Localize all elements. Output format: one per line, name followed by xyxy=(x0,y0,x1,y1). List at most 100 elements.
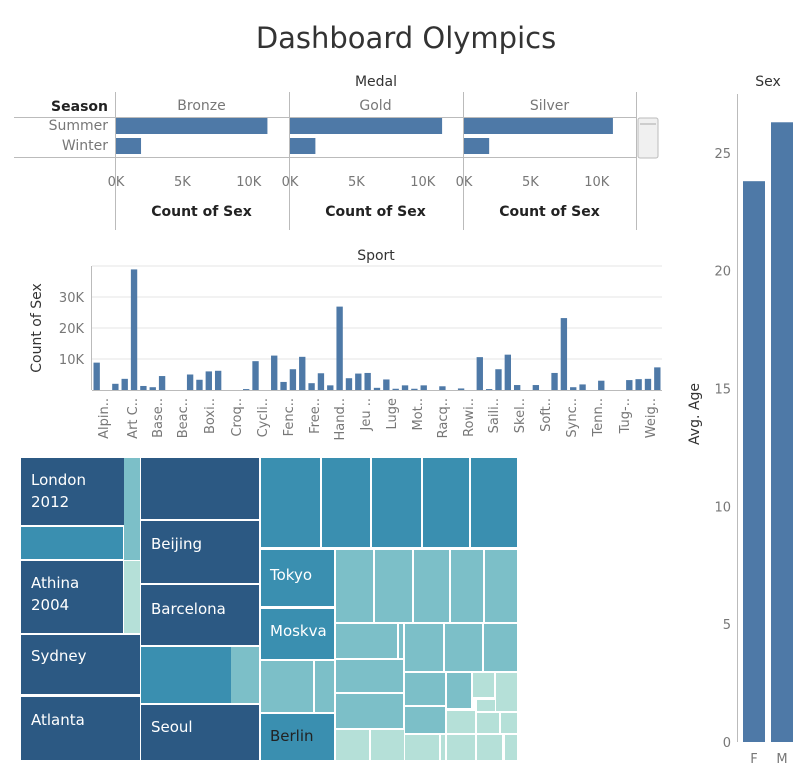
sport-bar[interactable] xyxy=(205,371,212,390)
treemap-cell[interactable] xyxy=(496,673,517,711)
treemap-cell[interactable] xyxy=(505,735,517,760)
treemap-cell[interactable] xyxy=(336,694,403,728)
treemap-cell[interactable] xyxy=(473,673,494,697)
treemap-cell[interactable] xyxy=(21,635,140,694)
sport-bar[interactable] xyxy=(411,388,418,390)
treemap-cell[interactable] xyxy=(423,458,469,547)
sport-bar[interactable] xyxy=(401,385,409,390)
sport-bar[interactable] xyxy=(252,361,259,390)
sport-bar[interactable] xyxy=(598,380,605,390)
treemap-cell[interactable] xyxy=(124,619,140,633)
treemap-cell[interactable] xyxy=(336,550,373,622)
treemap-cell[interactable] xyxy=(405,673,445,705)
sport-bar[interactable] xyxy=(560,318,568,390)
treemap-cell[interactable] xyxy=(447,673,471,708)
sport-bar[interactable] xyxy=(383,379,390,390)
sport-bar[interactable] xyxy=(364,372,371,390)
sport-bar[interactable] xyxy=(570,387,577,390)
sport-bar[interactable] xyxy=(280,381,287,390)
sport-bar[interactable] xyxy=(149,387,156,390)
treemap-cell[interactable] xyxy=(261,458,320,547)
sport-bar[interactable] xyxy=(317,373,325,390)
treemap-cell[interactable] xyxy=(21,527,123,559)
treemap-cell[interactable] xyxy=(336,660,403,692)
treemap-cell[interactable] xyxy=(141,647,231,703)
treemap-cell[interactable] xyxy=(447,735,475,760)
sport-bar[interactable] xyxy=(158,376,166,390)
treemap-cell[interactable] xyxy=(501,713,517,733)
sport-bar[interactable] xyxy=(243,389,250,390)
sport-bar[interactable] xyxy=(355,373,362,390)
medal-bar-silver-winter[interactable] xyxy=(464,138,490,154)
sport-bar[interactable] xyxy=(121,378,128,390)
treemap-cell[interactable] xyxy=(261,550,334,606)
sport-bar[interactable] xyxy=(112,383,119,390)
treemap-cell[interactable] xyxy=(451,550,483,622)
treemap-cell[interactable] xyxy=(445,624,482,671)
medal-bar-bronze-summer[interactable] xyxy=(116,118,268,134)
sport-bar[interactable] xyxy=(140,385,147,390)
treemap-cell[interactable] xyxy=(441,735,445,760)
treemap-cell[interactable] xyxy=(477,713,499,733)
treemap-cell[interactable] xyxy=(21,458,124,525)
treemap-cell[interactable] xyxy=(371,730,404,760)
sport-bar[interactable] xyxy=(626,380,633,390)
medal-bar-silver-summer[interactable] xyxy=(464,118,613,134)
sport-bar[interactable] xyxy=(289,369,297,390)
sport-bar[interactable] xyxy=(420,385,427,390)
sport-bar[interactable] xyxy=(327,385,334,390)
sport-bar[interactable] xyxy=(532,385,540,390)
sport-bar[interactable] xyxy=(644,378,652,390)
treemap-cell[interactable] xyxy=(315,661,334,712)
sport-bar[interactable] xyxy=(93,362,100,390)
treemap-cell[interactable] xyxy=(261,609,334,659)
treemap-cell[interactable] xyxy=(405,624,443,671)
medal-bar-gold-winter[interactable] xyxy=(290,138,316,154)
treemap-cell[interactable] xyxy=(405,707,445,733)
sport-bar[interactable] xyxy=(186,374,194,391)
treemap-cell[interactable] xyxy=(124,561,140,619)
treemap-cell[interactable] xyxy=(336,730,369,760)
sport-bar[interactable] xyxy=(299,356,306,390)
treemap-cell[interactable] xyxy=(322,458,370,547)
sport-bar[interactable] xyxy=(308,383,315,390)
sport-bar[interactable] xyxy=(373,387,381,390)
treemap-cell[interactable] xyxy=(485,550,517,622)
treemap-cell[interactable] xyxy=(336,624,397,658)
sport-bar[interactable] xyxy=(271,355,278,390)
sport-bar[interactable] xyxy=(457,388,465,390)
treemap-cell[interactable] xyxy=(372,458,421,547)
sport-bar[interactable] xyxy=(513,385,521,390)
medal-bar-gold-summer[interactable] xyxy=(290,118,443,134)
sport-bar[interactable] xyxy=(635,379,642,390)
treemap-cell[interactable] xyxy=(405,735,439,760)
treemap-cell[interactable] xyxy=(231,647,259,703)
sport-bar[interactable] xyxy=(345,378,353,390)
treemap-cell[interactable] xyxy=(399,624,403,658)
sport-bar[interactable] xyxy=(196,379,203,390)
treemap-cell[interactable] xyxy=(414,550,449,622)
treemap-cell[interactable] xyxy=(471,458,517,547)
treemap-cell[interactable] xyxy=(261,714,334,760)
sport-bar[interactable] xyxy=(214,370,222,390)
treemap-cell[interactable] xyxy=(375,550,412,622)
treemap-cell[interactable] xyxy=(484,624,517,671)
sport-bar[interactable] xyxy=(654,367,661,390)
sex-bar-m[interactable] xyxy=(771,122,793,742)
treemap-cell[interactable] xyxy=(124,458,140,560)
treemap-cell[interactable] xyxy=(141,585,259,645)
sport-bar[interactable] xyxy=(130,269,138,390)
treemap-cell[interactable] xyxy=(21,697,140,760)
sport-bar[interactable] xyxy=(579,384,586,390)
treemap-cell[interactable] xyxy=(141,458,259,519)
treemap-cell[interactable] xyxy=(261,661,313,712)
sport-bar[interactable] xyxy=(551,372,558,390)
sport-bar[interactable] xyxy=(504,354,511,390)
treemap-cell[interactable] xyxy=(21,561,123,633)
sport-bar[interactable] xyxy=(439,386,446,390)
medal-scrollbar[interactable] xyxy=(637,117,659,159)
medal-bar-bronze-winter[interactable] xyxy=(116,138,142,154)
treemap-cell[interactable] xyxy=(447,711,475,733)
treemap-cell[interactable] xyxy=(141,705,259,760)
sport-bar[interactable] xyxy=(476,357,483,390)
